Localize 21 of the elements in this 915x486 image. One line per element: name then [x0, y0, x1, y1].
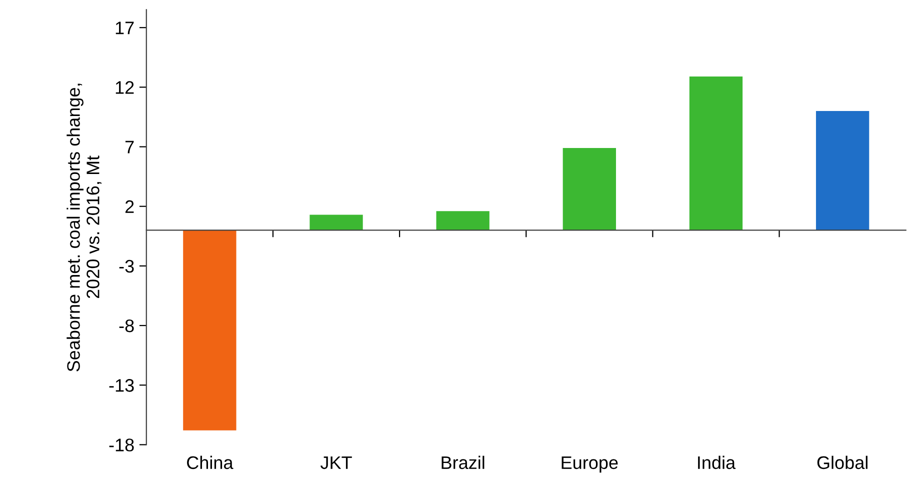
bar [562, 148, 616, 230]
x-tick-label: Global [817, 456, 868, 470]
y-tick-label: -3 [119, 260, 134, 273]
y-tick-label: -8 [119, 319, 134, 332]
x-tick-label: China [187, 456, 234, 470]
y-tick-label: 12 [116, 81, 134, 94]
y-tick-label: -13 [109, 379, 134, 392]
y-axis-title: Seaborne met. coal imports change, 2020 vs. 2016, Mt [66, 84, 102, 372]
x-tick-label: Brazil [442, 456, 484, 470]
bar [436, 211, 490, 230]
y-tick-label: 7 [125, 140, 134, 154]
y-tick-label: 17 [116, 22, 134, 34]
x-tick-label: JKT [320, 456, 352, 470]
y-tick-label: 2 [125, 200, 134, 213]
x-tick-label: India [698, 456, 736, 470]
bar [183, 230, 236, 430]
bar [310, 214, 363, 230]
x-tick-label: Europe [562, 456, 618, 473]
y-tick-label: -18 [109, 438, 134, 452]
bar [689, 76, 743, 230]
bar [816, 111, 870, 230]
